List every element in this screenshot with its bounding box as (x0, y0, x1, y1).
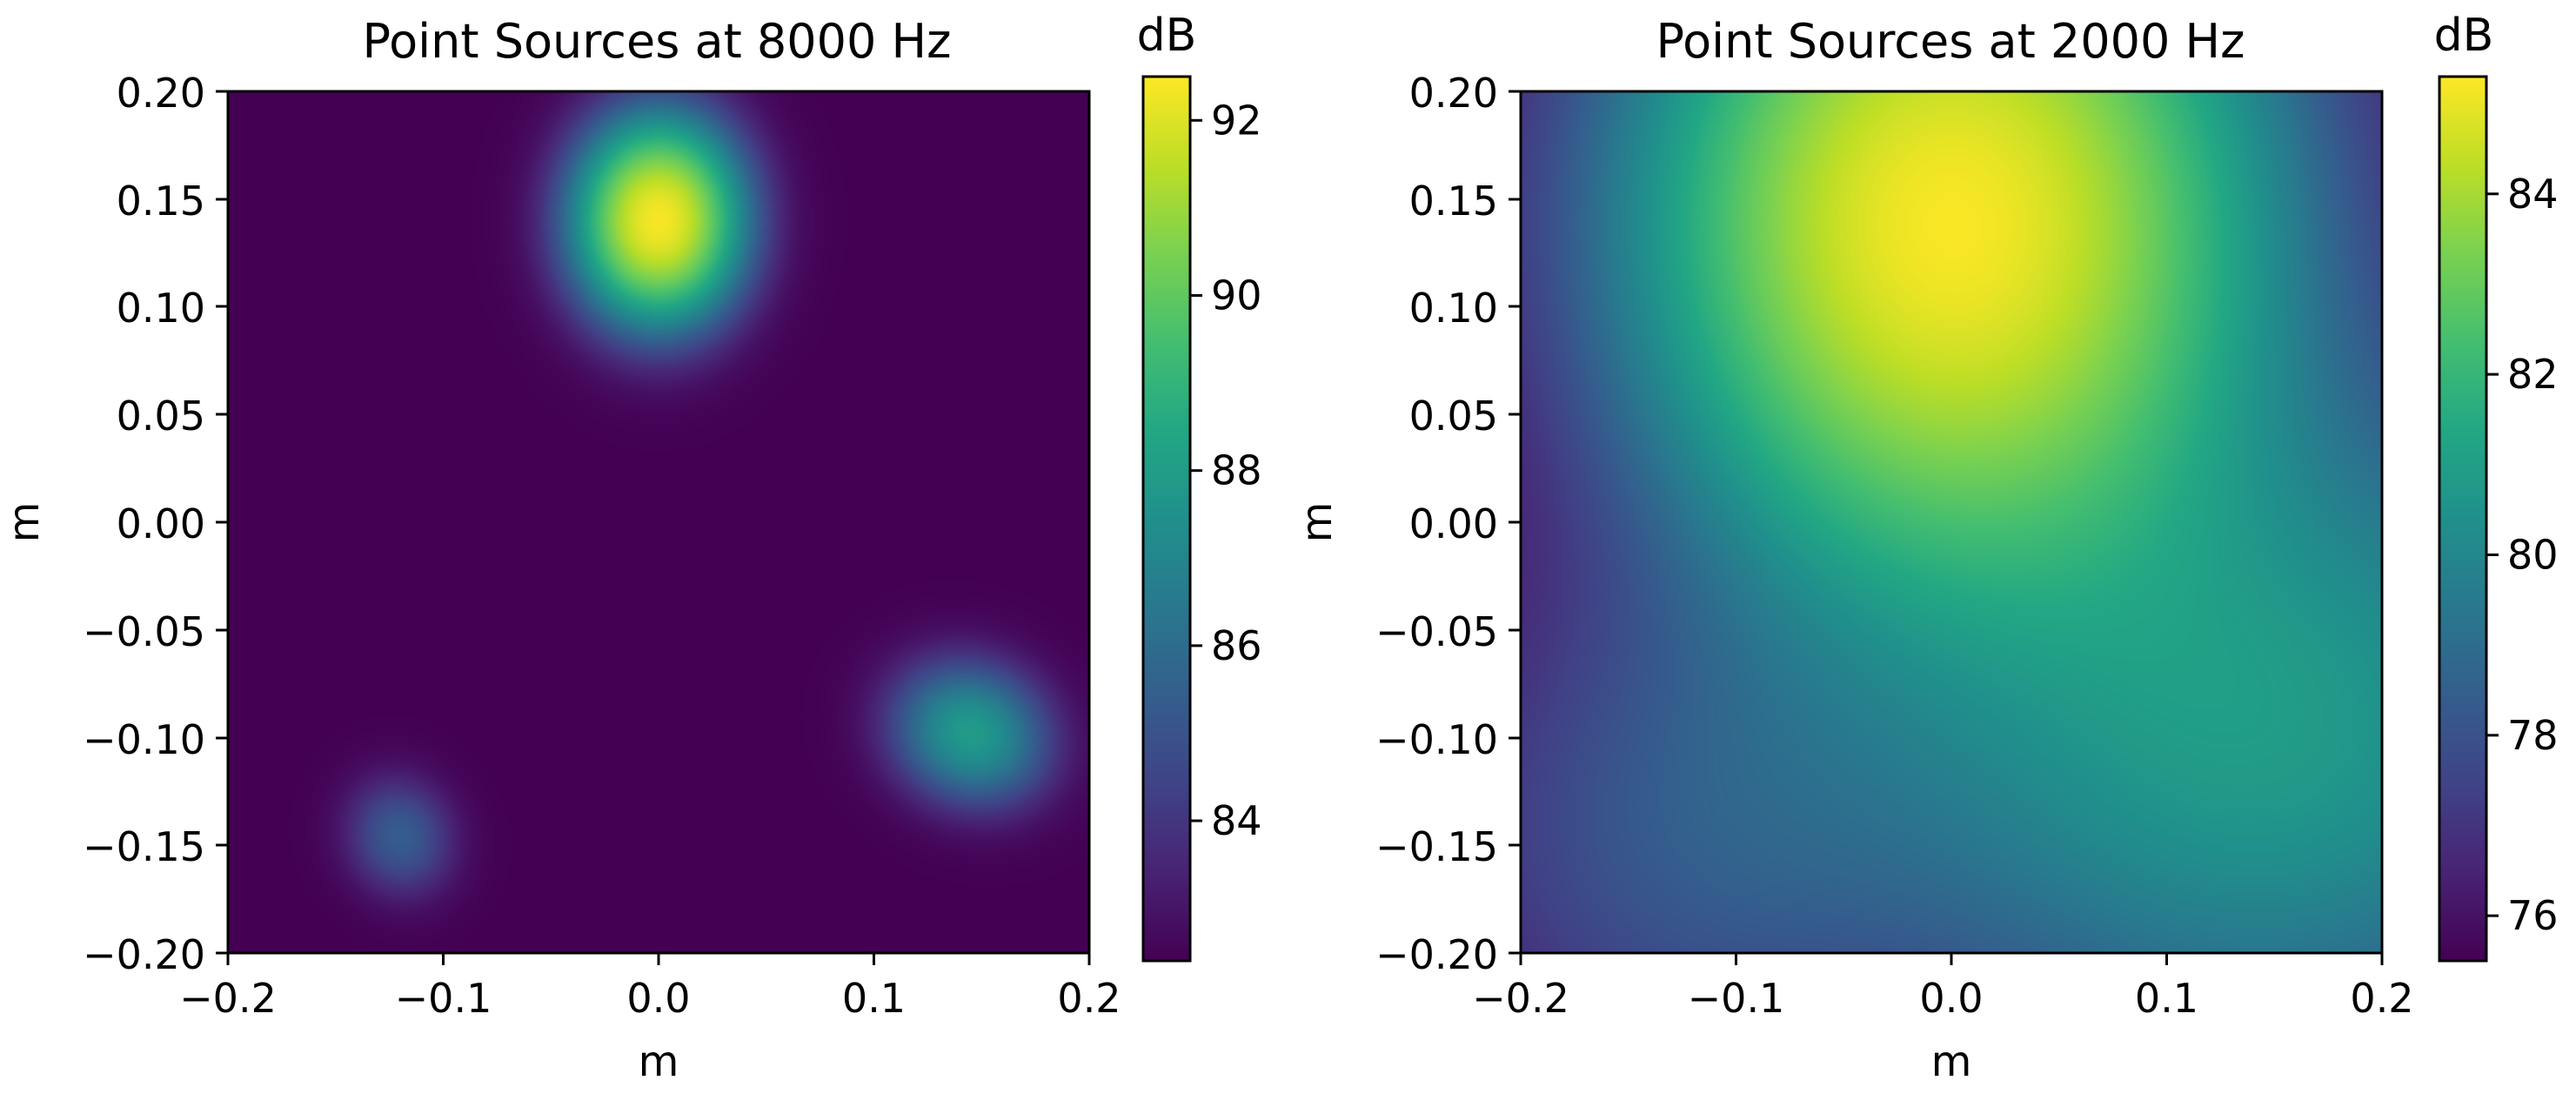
colorbar-tick-label: 84 (2507, 171, 2559, 218)
colorbar-frame-2000hz (2438, 75, 2488, 963)
x-tick-label: 0.0 (626, 975, 690, 1022)
colorbar-ticks-2000hz: 84 82 80 78 76 (2486, 171, 2559, 939)
y-tick-label: 0.00 (1409, 500, 1498, 547)
colorbar-tick-label: 82 (2507, 351, 2559, 398)
heatmap-2000hz-fo (1521, 91, 2382, 953)
chart-title-2000hz: Point Sources at 2000 Hz (1656, 14, 2245, 69)
x-axis-2000hz: −0.2 −0.1 0.0 0.1 0.2 m (1472, 953, 2414, 1086)
y-tick-label: 0.20 (117, 70, 205, 117)
x-tick-label: −0.1 (395, 975, 492, 1022)
colorbar-8000hz: dB 92 90 88 86 84 (1137, 10, 1262, 963)
y-tick-label: −0.15 (1375, 823, 1498, 870)
x-axis-8000hz: −0.2 −0.1 0.0 0.1 0.2 m (179, 953, 1121, 1086)
y-tick-label: 0.15 (1409, 178, 1498, 225)
y-tick-label: −0.10 (1375, 716, 1498, 763)
y-tick-label: 0.00 (117, 500, 205, 547)
y-tick-label: −0.10 (83, 716, 205, 763)
colorbar-tick-label: 76 (2507, 892, 2559, 939)
colorbar-frame-8000hz (1141, 75, 1192, 963)
colorbar-label-8000hz: dB (1137, 10, 1197, 62)
colorbar-tick-label: 84 (1211, 797, 1262, 844)
colorbar-tick-label: 90 (1211, 272, 1262, 319)
heatmap-8000hz-fo (228, 91, 1089, 953)
colorbar-gradient-8000hz (1143, 77, 1190, 961)
y-axis-2000hz: 0.20 0.15 0.10 0.05 0.00 −0.05 −0.10 −0.… (1293, 70, 1521, 978)
colorbar-tick-label: 78 (2507, 712, 2559, 759)
y-tick-label: −0.05 (83, 608, 205, 655)
colorbar-tick-label: 80 (2507, 531, 2559, 578)
y-axis-label-8000hz: m (0, 502, 49, 543)
x-tick-label: 0.0 (1919, 975, 1983, 1022)
y-tick-label: 0.20 (1409, 70, 1498, 117)
y-tick-label: 0.05 (1409, 393, 1498, 440)
colorbar-ticks-8000hz: 92 90 88 86 84 (1190, 97, 1262, 844)
colorbar-tick-label: 88 (1211, 447, 1262, 494)
y-tick-label: 0.15 (117, 178, 205, 225)
heatmap-2000hz (1521, 91, 2382, 953)
panel-8000hz: Point Sources at 8000 Hz 0.20 0.15 0.10 … (0, 10, 1262, 1086)
y-axis-8000hz: 0.20 0.15 0.10 0.05 0.00 −0.05 −0.10 −0.… (0, 70, 228, 978)
x-axis-label-2000hz: m (1931, 1037, 1972, 1086)
y-axis-label-2000hz: m (1293, 502, 1342, 543)
x-tick-label: 0.2 (1057, 975, 1121, 1022)
x-tick-label: −0.2 (1472, 975, 1569, 1022)
x-tick-label: 0.1 (2135, 975, 2198, 1022)
y-tick-label: 0.05 (117, 393, 205, 440)
y-tick-label: −0.15 (83, 823, 205, 870)
heatmap-8000hz (228, 91, 1089, 953)
y-tick-label: −0.05 (1375, 608, 1498, 655)
x-axis-label-8000hz: m (639, 1037, 679, 1086)
y-tick-label: 0.10 (1409, 285, 1498, 332)
colorbar-gradient-2000hz (2439, 77, 2486, 961)
x-tick-label: 0.1 (842, 975, 906, 1022)
colorbar-gradient-8000hz-fo (1143, 77, 1190, 961)
x-tick-label: −0.1 (1688, 975, 1785, 1022)
x-tick-label: −0.2 (179, 975, 277, 1022)
x-tick-label: 0.2 (2350, 975, 2413, 1022)
panel-2000hz: Point Sources at 2000 Hz 0.20 0.15 0.10 … (1293, 10, 2559, 1086)
colorbar-tick-label: 86 (1211, 622, 1262, 669)
colorbar-tick-label: 92 (1211, 97, 1262, 144)
y-tick-label: −0.20 (83, 931, 205, 978)
colorbar-gradient-2000hz-fo (2439, 77, 2486, 961)
y-tick-label: 0.10 (117, 285, 205, 332)
colorbar-label-2000hz: dB (2434, 10, 2494, 62)
y-tick-label: −0.20 (1375, 931, 1498, 978)
chart-title-8000hz: Point Sources at 8000 Hz (363, 14, 952, 69)
colorbar-2000hz: dB 84 82 80 78 76 (2434, 10, 2559, 963)
